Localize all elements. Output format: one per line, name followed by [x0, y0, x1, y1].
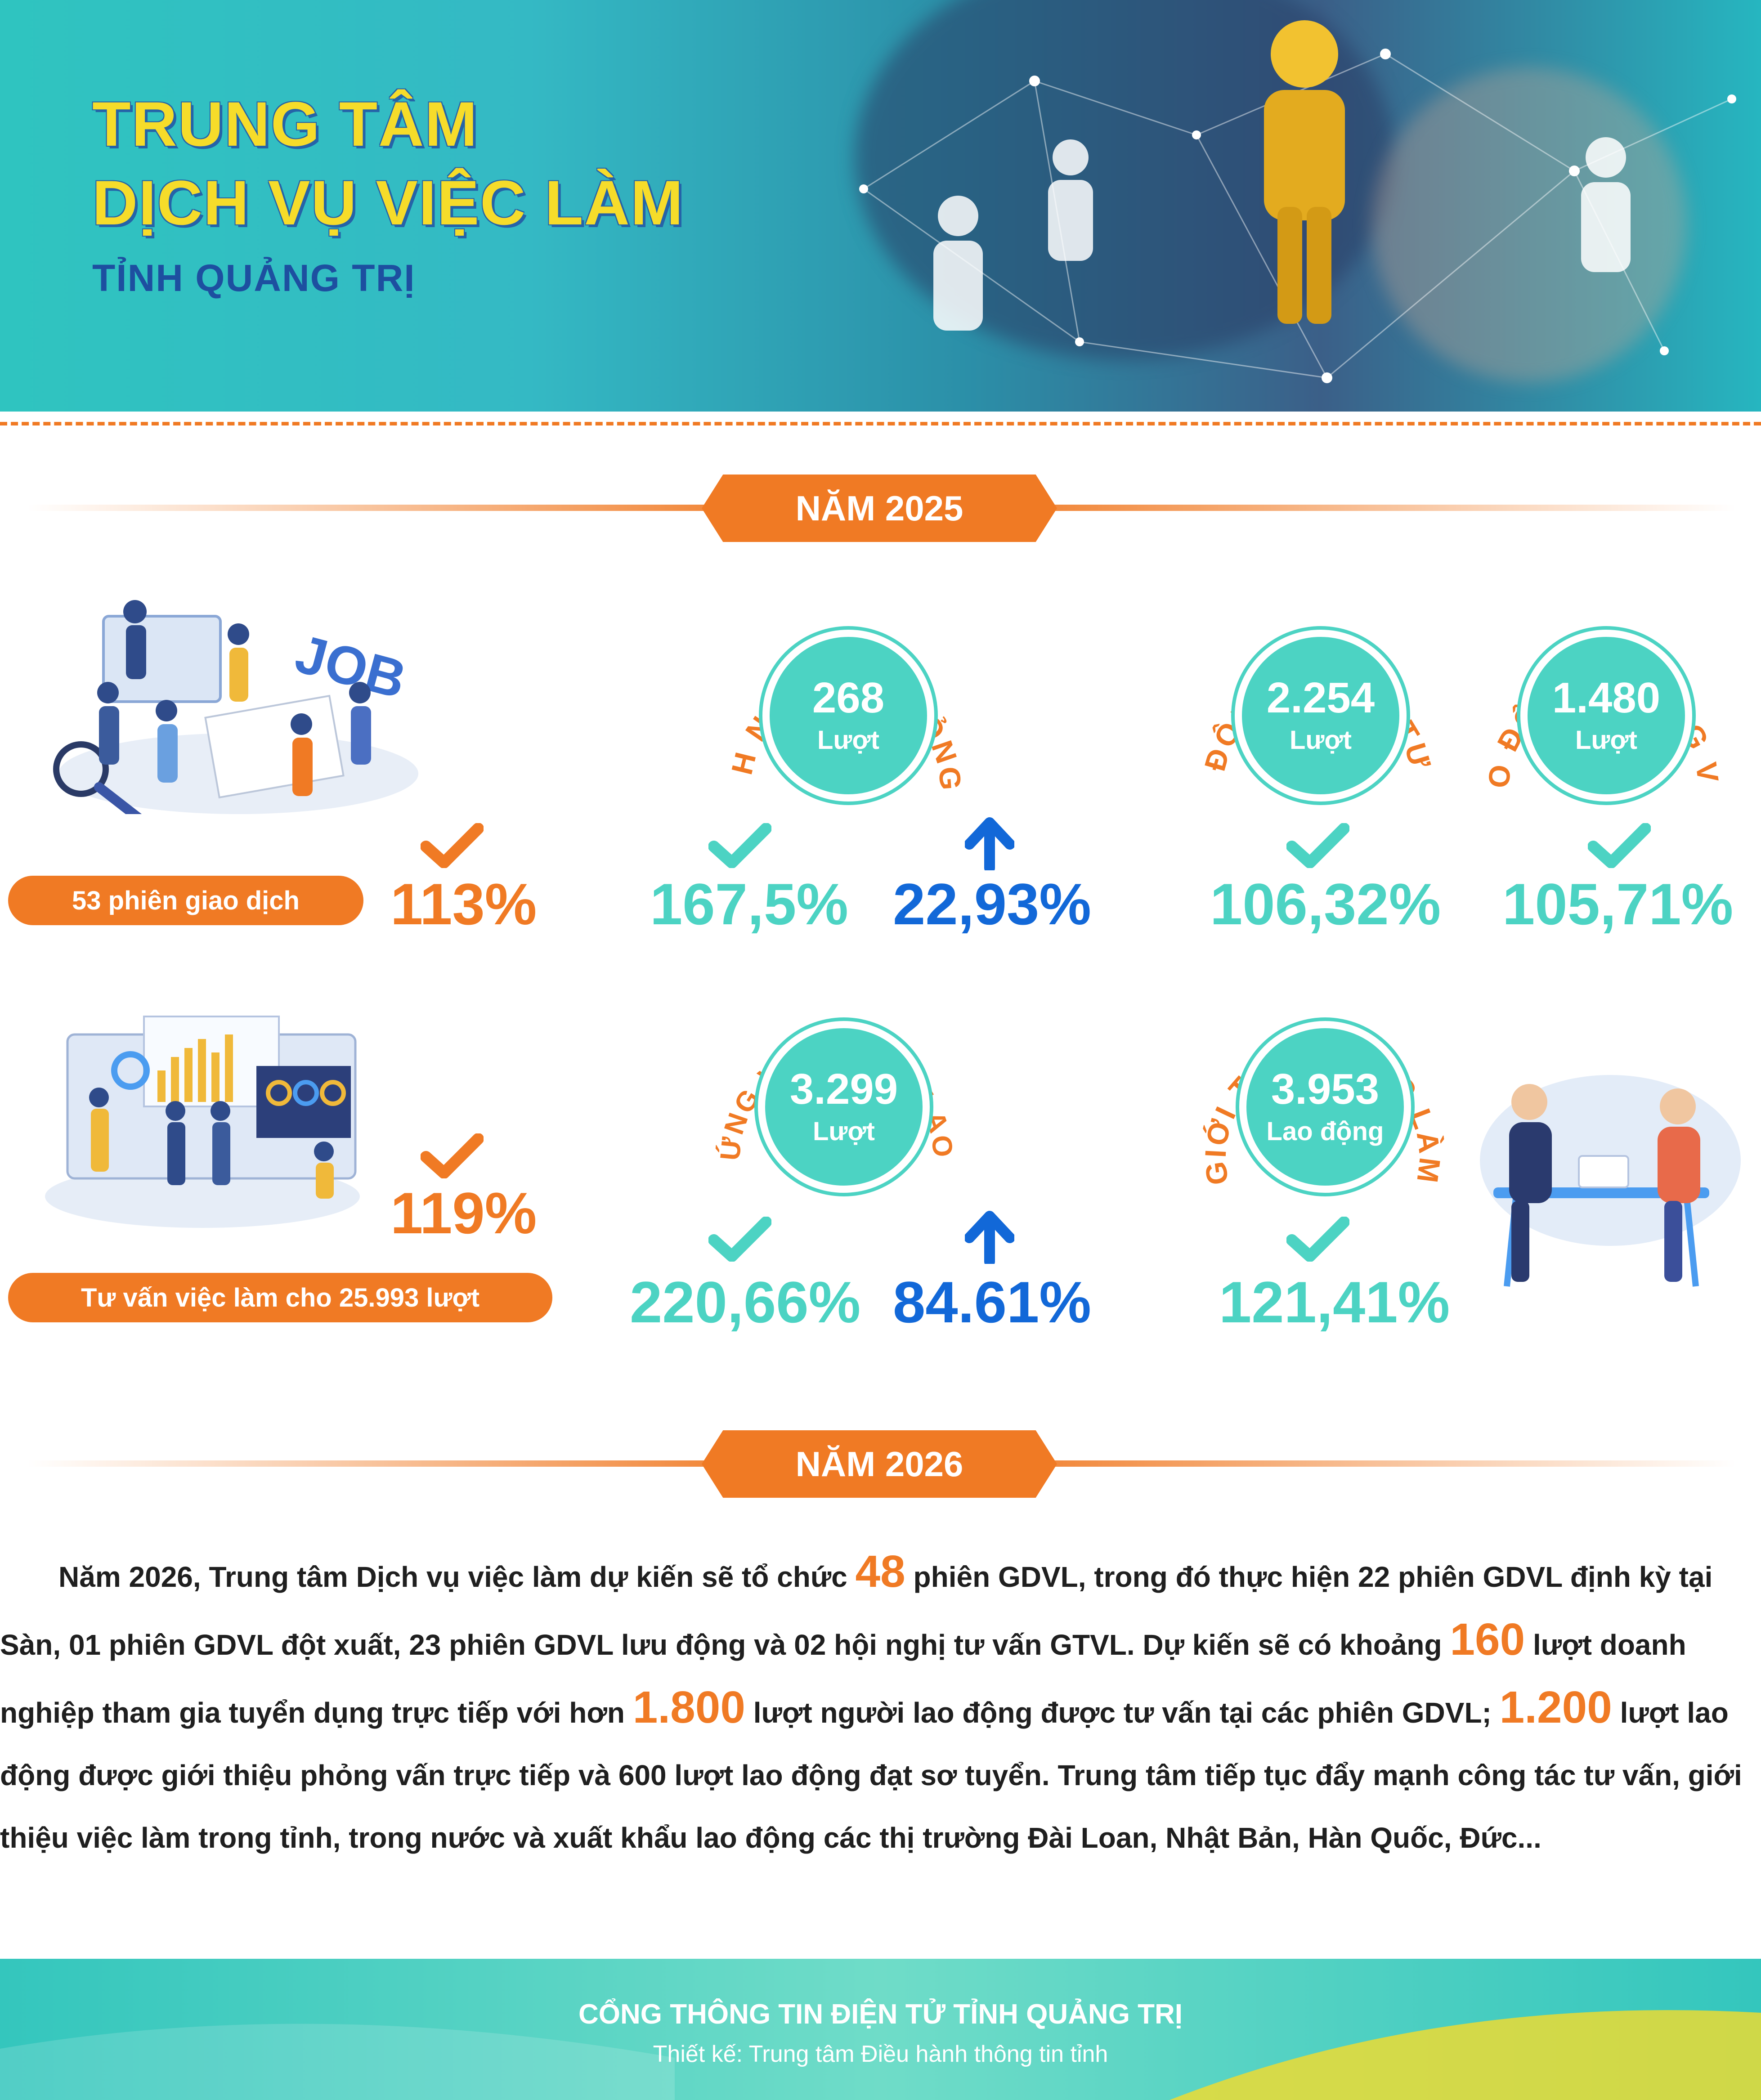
header-banner: TRUNG TÂM DỊCH VỤ VIỆC LÀM TỈNH QUẢNG TR…: [0, 0, 1761, 412]
stat-unit-gt: Lao động: [1266, 1116, 1384, 1146]
subtitle: TỈNH QUẢNG TRỊ: [92, 257, 416, 299]
stat-pct-ldpv: 105,71%: [1502, 871, 1734, 937]
network-graphic: [859, 20, 1736, 383]
stat-pct-gt: 121,41%: [1219, 1269, 1450, 1335]
stat-unit-ldpv: Lượt: [1575, 725, 1637, 755]
check-icon: [708, 1217, 771, 1262]
stat-number-gt: 3.953: [1271, 1065, 1380, 1113]
job-illustration: JOB: [53, 600, 418, 814]
footer-credit: Thiết kế: Trung tâm Điều hành thông tin …: [653, 2041, 1108, 2067]
stat-unit-dn: Lượt: [817, 725, 879, 755]
stat-circle-ldtv: 2.254 Lượt: [1235, 630, 1407, 801]
plan-text-5: lượt lao động được giới thiệu phỏng vấn …: [0, 1697, 1742, 1854]
check-icon: [708, 823, 771, 868]
stat-circle-ldpv: 1.480 Lượt: [1520, 630, 1692, 801]
check-icon: [1286, 1217, 1349, 1262]
sessions-pct: 113%: [390, 871, 537, 937]
stat-change-cu: 84.61%: [893, 1269, 1091, 1335]
plan-text-2: phiên GDVL, trong đó thực hiện 22 phiên …: [0, 1561, 1713, 1661]
hand-shape: [1372, 67, 1687, 382]
stat-pct-cu: 220,66%: [630, 1269, 861, 1335]
stat-number-cu: 3.299: [789, 1065, 898, 1113]
stat-pct-dn: 167,5%: [650, 871, 848, 937]
plan-text-1: Năm 2026, Trung tâm Dịch vụ việc làm dự …: [58, 1561, 856, 1593]
plan-2026-paragraph: Năm 2026, Trung tâm Dịch vụ việc làm dự …: [0, 1540, 1761, 1869]
plan-highlight-1200: 1.200: [1499, 1682, 1612, 1733]
check-icon: [421, 823, 484, 868]
stat-unit-ldtv: Lượt: [1290, 725, 1352, 755]
check-icon: [421, 1133, 484, 1178]
year-2026-ribbon: NĂM 2026: [702, 1430, 1057, 1498]
interview-illustration: [1480, 1075, 1741, 1287]
stat-circle-gt: 3.953 Lao động: [1239, 1021, 1411, 1193]
plan-text-3: lượt doanh nghiệp tham gia tuyển dụng tr…: [0, 1629, 1686, 1729]
year-2025-ribbon: NĂM 2025: [702, 475, 1057, 542]
footer: CỔNG THÔNG TIN ĐIỆN TỬ TỈNH QUẢNG TRỊ Th…: [0, 1959, 1761, 2100]
stat-pct-ldtv: 106,32%: [1210, 871, 1441, 937]
stat-number-ldpv: 1.480: [1552, 673, 1661, 722]
stat-change-dn: 22,93%: [893, 871, 1091, 937]
plan-highlight-160: 160: [1450, 1614, 1525, 1665]
stat-number-ldtv: 2.254: [1266, 673, 1375, 722]
consult-pill: Tư vấn việc làm cho 25.993 lượt: [8, 1273, 552, 1322]
stat-circle-cu: 3.299 Lượt: [758, 1021, 930, 1193]
check-icon: [1286, 823, 1349, 868]
people-figures: [933, 137, 1631, 331]
analytics-illustration: [45, 1016, 360, 1228]
sessions-pill: 53 phiên giao dịch: [8, 876, 363, 925]
plan-highlight-1800: 1.800: [632, 1682, 745, 1733]
header-divider: [0, 422, 1761, 425]
gold-person: [1264, 20, 1345, 324]
title-line-1: TRUNG TÂM: [92, 89, 478, 159]
stat-number-dn: 268: [812, 673, 885, 722]
consult-pct: 119%: [390, 1180, 537, 1246]
arrow-up-icon: [965, 817, 1014, 870]
arrow-up-icon: [965, 1211, 1014, 1264]
plan-text-4: lượt người lao động được tư vấn tại các …: [745, 1697, 1500, 1729]
plan-highlight-48: 48: [855, 1546, 905, 1597]
title-line-2: DỊCH VỤ VIỆC LÀM: [92, 167, 684, 238]
footer-publisher: CỔNG THÔNG TIN ĐIỆN TỬ TỈNH QUẢNG TRỊ: [578, 1999, 1183, 2030]
stat-unit-cu: Lượt: [813, 1116, 875, 1146]
check-icon: [1588, 823, 1651, 868]
stat-circle-dn: 268 Lượt: [762, 630, 934, 801]
footer-wave: [0, 2010, 1761, 2100]
